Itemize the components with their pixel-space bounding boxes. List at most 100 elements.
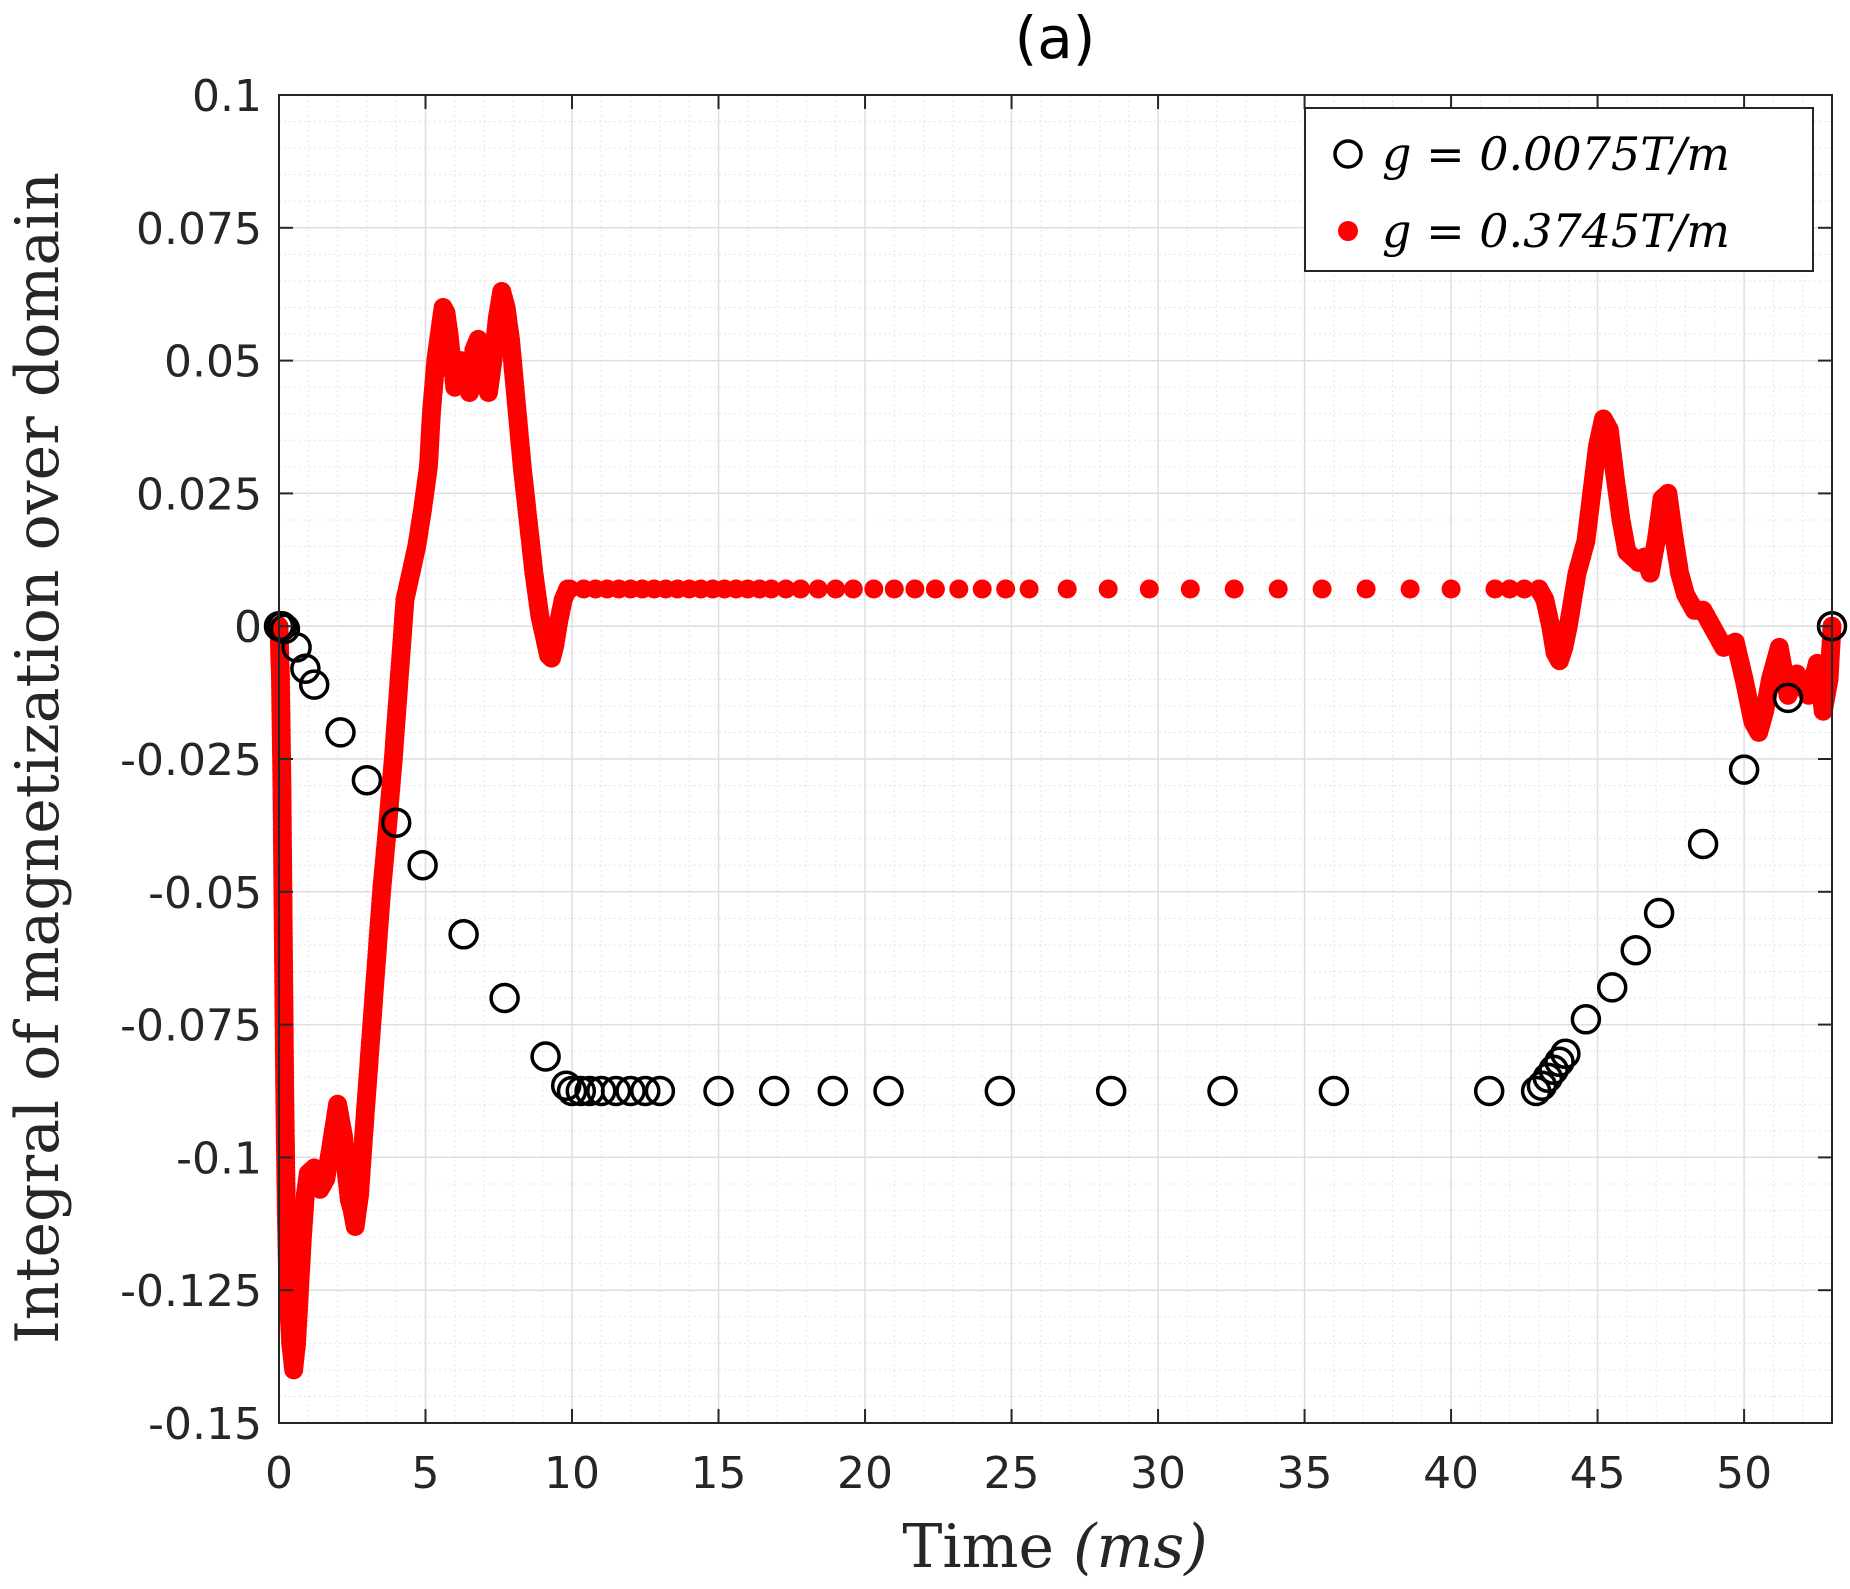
- red-dot-point: [1139, 579, 1159, 599]
- black-circle-point: [550, 1070, 582, 1101]
- x-tick-label: 25: [984, 1448, 1040, 1499]
- black-circle-point: [1473, 1075, 1505, 1107]
- black-circle-point: [817, 1075, 849, 1107]
- red-dot-point: [1400, 579, 1420, 599]
- black-circle-point: [556, 1075, 588, 1107]
- x-tick-label: 45: [1570, 1448, 1626, 1499]
- y-tick-label: -0.025: [120, 735, 262, 786]
- y-tick-label: -0.125: [120, 1266, 262, 1317]
- red-dot-point: [826, 579, 846, 599]
- red-dot-point: [1224, 579, 1244, 599]
- y-tick-label: -0.1: [176, 1133, 262, 1184]
- red-dot-point: [1485, 579, 1505, 599]
- red-dot-point: [560, 579, 580, 599]
- black-circle-point: [758, 1075, 790, 1107]
- x-tick-label: 15: [691, 1448, 747, 1499]
- y-tick-labels: 0.1 0.075 0.05 0.025 0 -0.025 -0.05 -0.075 -0.1 -…: [120, 71, 262, 1450]
- red-dot-point: [1268, 579, 1288, 599]
- major-grid: [278, 94, 1832, 1424]
- black-circle-point: [1620, 934, 1651, 966]
- x-tick-label: 20: [837, 1448, 893, 1499]
- black-circle-point: [984, 1075, 1016, 1107]
- red-dot-point: [864, 579, 884, 599]
- black-circle-point: [565, 1075, 597, 1107]
- black-circle-point: [530, 1041, 561, 1072]
- black-circle-point: [873, 1075, 904, 1107]
- y-tick-label: 0.025: [136, 469, 262, 520]
- red-dot-point: [1514, 579, 1534, 599]
- x-tick-label: 0: [265, 1448, 293, 1499]
- black-circle-point: [586, 1075, 617, 1107]
- minor-grid: [279, 95, 1833, 1423]
- black-circle-point: [298, 669, 330, 700]
- black-circle-point: [644, 1075, 676, 1107]
- red-dot-point: [1500, 579, 1520, 599]
- y-tick-label: 0.1: [192, 71, 262, 122]
- red-dot-point: [996, 579, 1016, 599]
- axis-ticks: [278, 94, 1832, 1424]
- y-tick-label: 0: [234, 602, 262, 653]
- y-tick-label: -0.15: [148, 1399, 262, 1450]
- y-tick-label: -0.075: [120, 1001, 262, 1052]
- red-dot-point: [1019, 579, 1039, 599]
- red-dot-point: [776, 579, 796, 599]
- red-dot-point: [791, 579, 811, 599]
- black-circle-point: [290, 653, 321, 684]
- red-dot-point: [1098, 579, 1118, 599]
- black-circle-point: [630, 1075, 661, 1107]
- black-circle-point: [1318, 1075, 1350, 1107]
- y-tick-label: -0.05: [148, 868, 262, 919]
- black-circle-point: [1570, 1004, 1602, 1035]
- red-dot-point: [1312, 579, 1332, 599]
- red-dot-point: [808, 579, 828, 599]
- x-axis-label: Time (ms): [902, 1512, 1207, 1582]
- legend-box: [1304, 107, 1814, 272]
- red-dot-point: [949, 579, 969, 599]
- black-circle-point: [351, 764, 383, 796]
- black-circle-point: [325, 717, 356, 748]
- black-circle-point: [1544, 1046, 1575, 1078]
- legend-label-series-2: g = 0.3745T/m: [1382, 204, 1730, 258]
- black-circle-point: [1207, 1075, 1238, 1107]
- x-axis-label-main: Time: [902, 1512, 1054, 1582]
- black-circle-point: [1728, 754, 1760, 785]
- black-circle-point: [703, 1075, 734, 1107]
- red-dot-point: [1057, 579, 1077, 599]
- x-tick-label: 5: [412, 1448, 440, 1499]
- x-tick-label: 35: [1277, 1448, 1333, 1499]
- y-axis-label: Integral of magnetization over domain: [3, 172, 73, 1344]
- red-dot-point: [1180, 579, 1200, 599]
- red-dot-point: [843, 579, 863, 599]
- series-black-circles: [263, 610, 1848, 1107]
- y-tick-label: 0.05: [164, 337, 262, 388]
- legend-marker-red-dot: [1338, 221, 1358, 241]
- black-circle-point: [380, 807, 412, 838]
- x-axis-label-unit: (ms): [1073, 1512, 1208, 1582]
- red-dot-point: [1356, 579, 1376, 599]
- red-dot-point: [884, 579, 904, 599]
- black-circle-point: [1095, 1075, 1127, 1107]
- red-dot-point: [925, 579, 945, 599]
- black-circle-point: [1596, 972, 1628, 1003]
- red-dot-point: [761, 579, 781, 599]
- black-circle-point: [1643, 897, 1675, 929]
- black-circle-point: [448, 919, 479, 950]
- black-circle-point: [615, 1075, 646, 1107]
- black-circle-point: [1550, 1038, 1581, 1070]
- x-tick-label: 40: [1423, 1448, 1479, 1499]
- red-dot-point: [905, 579, 925, 599]
- legend-marker-black-circle: [1333, 139, 1363, 169]
- x-tick-label: 50: [1716, 1448, 1772, 1499]
- legend-label-series-1: g = 0.0075T/m: [1382, 127, 1730, 181]
- black-circle-point: [489, 982, 520, 1014]
- x-tick-labels: 0 5 10 15 20 25 30 35 40 45 50: [265, 1448, 1772, 1499]
- x-tick-label: 30: [1130, 1448, 1186, 1499]
- y-tick-label: 0.075: [136, 204, 262, 255]
- x-tick-label: 10: [544, 1448, 600, 1499]
- black-circle-point: [407, 849, 438, 881]
- chart-title: (a): [1015, 4, 1096, 72]
- black-circle-point: [600, 1075, 632, 1107]
- red-dot-point: [1441, 579, 1461, 599]
- black-circle-point: [266, 610, 298, 642]
